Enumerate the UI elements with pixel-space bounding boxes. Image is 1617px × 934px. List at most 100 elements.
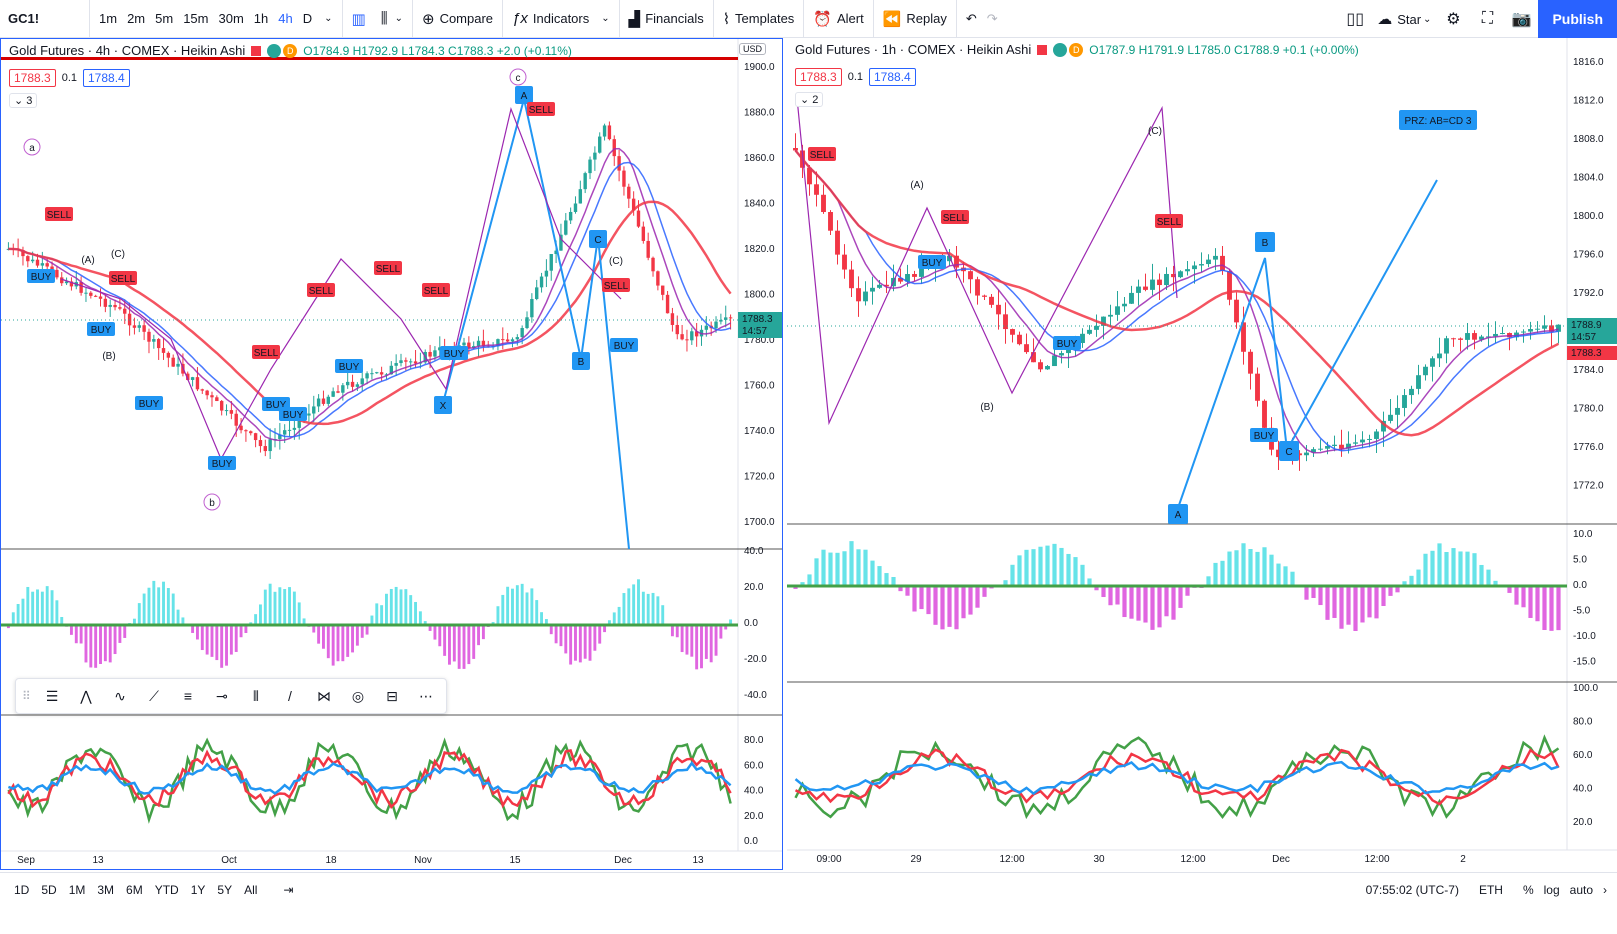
symbol-search[interactable]: GC1!	[0, 0, 90, 38]
interval-d[interactable]: D	[302, 11, 313, 26]
price-tick-label: 1816.0	[1573, 57, 1604, 68]
star-button[interactable]: ☁ Star ⌄	[1372, 4, 1436, 34]
financials-button[interactable]: ▟ Financials	[624, 4, 709, 34]
bar-chart-type-button[interactable]: ▥	[347, 4, 376, 34]
buy-price-button[interactable]: 1788.4	[83, 69, 130, 87]
more-tools-icon[interactable]: ⋯	[419, 687, 433, 704]
undo-button[interactable]: ↶	[961, 4, 982, 34]
interval-1m[interactable]: 1m	[99, 11, 118, 26]
candle-body	[1402, 395, 1407, 408]
buy-price-button[interactable]: 1788.4	[869, 68, 916, 86]
log-toggle[interactable]: log	[1543, 883, 1560, 897]
range-5d[interactable]: 5D	[41, 882, 57, 897]
indicators-button[interactable]: ƒx Indicators	[507, 4, 594, 34]
range-3m[interactable]: 3M	[97, 882, 115, 897]
interval-2m[interactable]: 2m	[127, 11, 146, 26]
interval-5m[interactable]: 5m	[155, 11, 174, 26]
goto-date-button[interactable]: ⇥	[277, 883, 299, 897]
candle-body	[229, 410, 234, 414]
ruler-icon[interactable]: ⊟	[386, 687, 398, 704]
sell-price-button[interactable]: 1788.3	[795, 68, 842, 86]
trend-line-icon[interactable]: ⟋	[149, 687, 159, 704]
signal-badge-label: BUY	[1057, 339, 1078, 350]
scale-settings-button[interactable]: ›	[1603, 883, 1607, 897]
line-icon[interactable]: /	[288, 688, 292, 704]
vertical-lines-icon[interactable]: ⫴	[253, 687, 259, 704]
interval-30m[interactable]: 30m	[218, 11, 244, 26]
range-5y[interactable]: 5Y	[217, 882, 233, 897]
flag-icon[interactable]	[251, 45, 262, 56]
chevron-down-icon: ⌄	[324, 13, 333, 24]
sell-price-button[interactable]: 1788.3	[9, 69, 56, 87]
chart-canvas-right[interactable]: 1816.0 1812.0 1808.0 1804.0 1800.0 1796.0 1792…	[787, 38, 1617, 870]
range-1y[interactable]: 1Y	[190, 882, 206, 897]
candle-body	[919, 266, 924, 277]
candle-body	[1122, 303, 1127, 307]
candle-body	[103, 298, 108, 307]
templates-button[interactable]: ⌇ Templates	[718, 4, 800, 34]
horizontal-lines-icon[interactable]: ☰	[45, 687, 59, 704]
current-price-label: 1788.3	[742, 314, 773, 325]
candle-body	[370, 373, 374, 375]
candle-body	[1472, 333, 1477, 340]
publish-button[interactable]: Publish	[1538, 0, 1617, 38]
chart-pane-right[interactable]: 1816.0 1812.0 1808.0 1804.0 1800.0 1796.0 1792…	[787, 38, 1617, 870]
star-label: Star	[1397, 11, 1422, 27]
chevron-down-icon: ⌄	[394, 13, 403, 24]
chart-canvas-left[interactable]: 1900.01880.01860.01840.01820.01800.01780…	[1, 39, 783, 870]
abc-pattern-icon[interactable]: ⋀	[80, 687, 92, 704]
currency-badge[interactable]: USD	[739, 43, 767, 55]
range-1d[interactable]: 1D	[14, 882, 30, 897]
drag-handle-icon[interactable]: ⠿	[22, 689, 31, 703]
interval-4h[interactable]: 4h	[278, 11, 293, 26]
clock-timezone[interactable]: 07:55:02 (UTC-7)	[1365, 883, 1459, 897]
range-ytd[interactable]: YTD	[154, 882, 179, 897]
xabcd-icon[interactable]: ⋈	[317, 687, 331, 704]
settings-button[interactable]: ⚙	[1436, 4, 1470, 34]
indicators-collapse-button[interactable]: ⌄ 3	[9, 93, 38, 108]
price-tick-label: 1808.0	[1573, 134, 1604, 145]
candle-body	[622, 170, 626, 187]
layout-button[interactable]: ▯▯	[1338, 4, 1372, 34]
horizontal-ray-icon[interactable]: ⊸	[216, 687, 228, 704]
chart-style-button[interactable]: ⫼ ⌄	[376, 4, 408, 34]
replay-button[interactable]: ⏪ Replay	[878, 4, 952, 34]
signal-badge-label: SELL	[111, 274, 136, 285]
candle-body	[559, 234, 563, 251]
fullscreen-button[interactable]: ⛶	[1470, 4, 1504, 34]
financials-label: Financials	[645, 11, 704, 26]
indicators-collapse-button[interactable]: ⌄ 2	[795, 92, 824, 107]
interval-1h[interactable]: 1h	[253, 11, 269, 26]
auto-toggle[interactable]: auto	[1569, 883, 1593, 897]
candle-body	[1458, 338, 1463, 340]
price-tick-label: 1720.0	[744, 472, 775, 483]
chevron-down-icon: ⌄	[1423, 13, 1432, 25]
range-6m[interactable]: 6M	[126, 882, 143, 897]
candle-body	[244, 430, 248, 432]
signal-badge-label: SELL	[604, 281, 629, 292]
chart-pane-left[interactable]: 1900.0 1880.0 1860.0 1840.0 1820.0 1800.0 1780…	[0, 38, 783, 870]
time-tick-label: Sep	[17, 855, 35, 866]
fib-icon[interactable]: ≡	[183, 688, 193, 704]
interval-dropdown[interactable]: ⌄	[317, 4, 337, 34]
financials-icon: ▟	[628, 10, 641, 28]
candle-body	[898, 277, 903, 282]
candle-body	[30, 259, 35, 262]
alert-button[interactable]: ⏰ Alert	[808, 4, 868, 34]
snapshot-button[interactable]: 📷	[1504, 4, 1538, 34]
elliott-wave-icon[interactable]: ∿	[114, 687, 126, 704]
candle-body	[842, 254, 847, 270]
candle-body	[530, 299, 534, 318]
candle-body	[365, 373, 369, 379]
gann-icon[interactable]: ◎	[351, 687, 365, 704]
interval-15m[interactable]: 15m	[183, 11, 209, 26]
percent-toggle[interactable]: %	[1522, 883, 1534, 897]
redo-button[interactable]: ↷	[982, 4, 1003, 34]
flag-icon[interactable]	[1037, 44, 1048, 55]
session-toggle[interactable]: ETH	[1478, 883, 1503, 897]
compare-button[interactable]: ⊕ Compare	[417, 4, 498, 34]
range-1m[interactable]: 1M	[68, 882, 86, 897]
indicators-dropdown[interactable]: ⌄	[594, 4, 614, 34]
candle-body	[568, 211, 573, 221]
range-all[interactable]: All	[244, 882, 258, 897]
